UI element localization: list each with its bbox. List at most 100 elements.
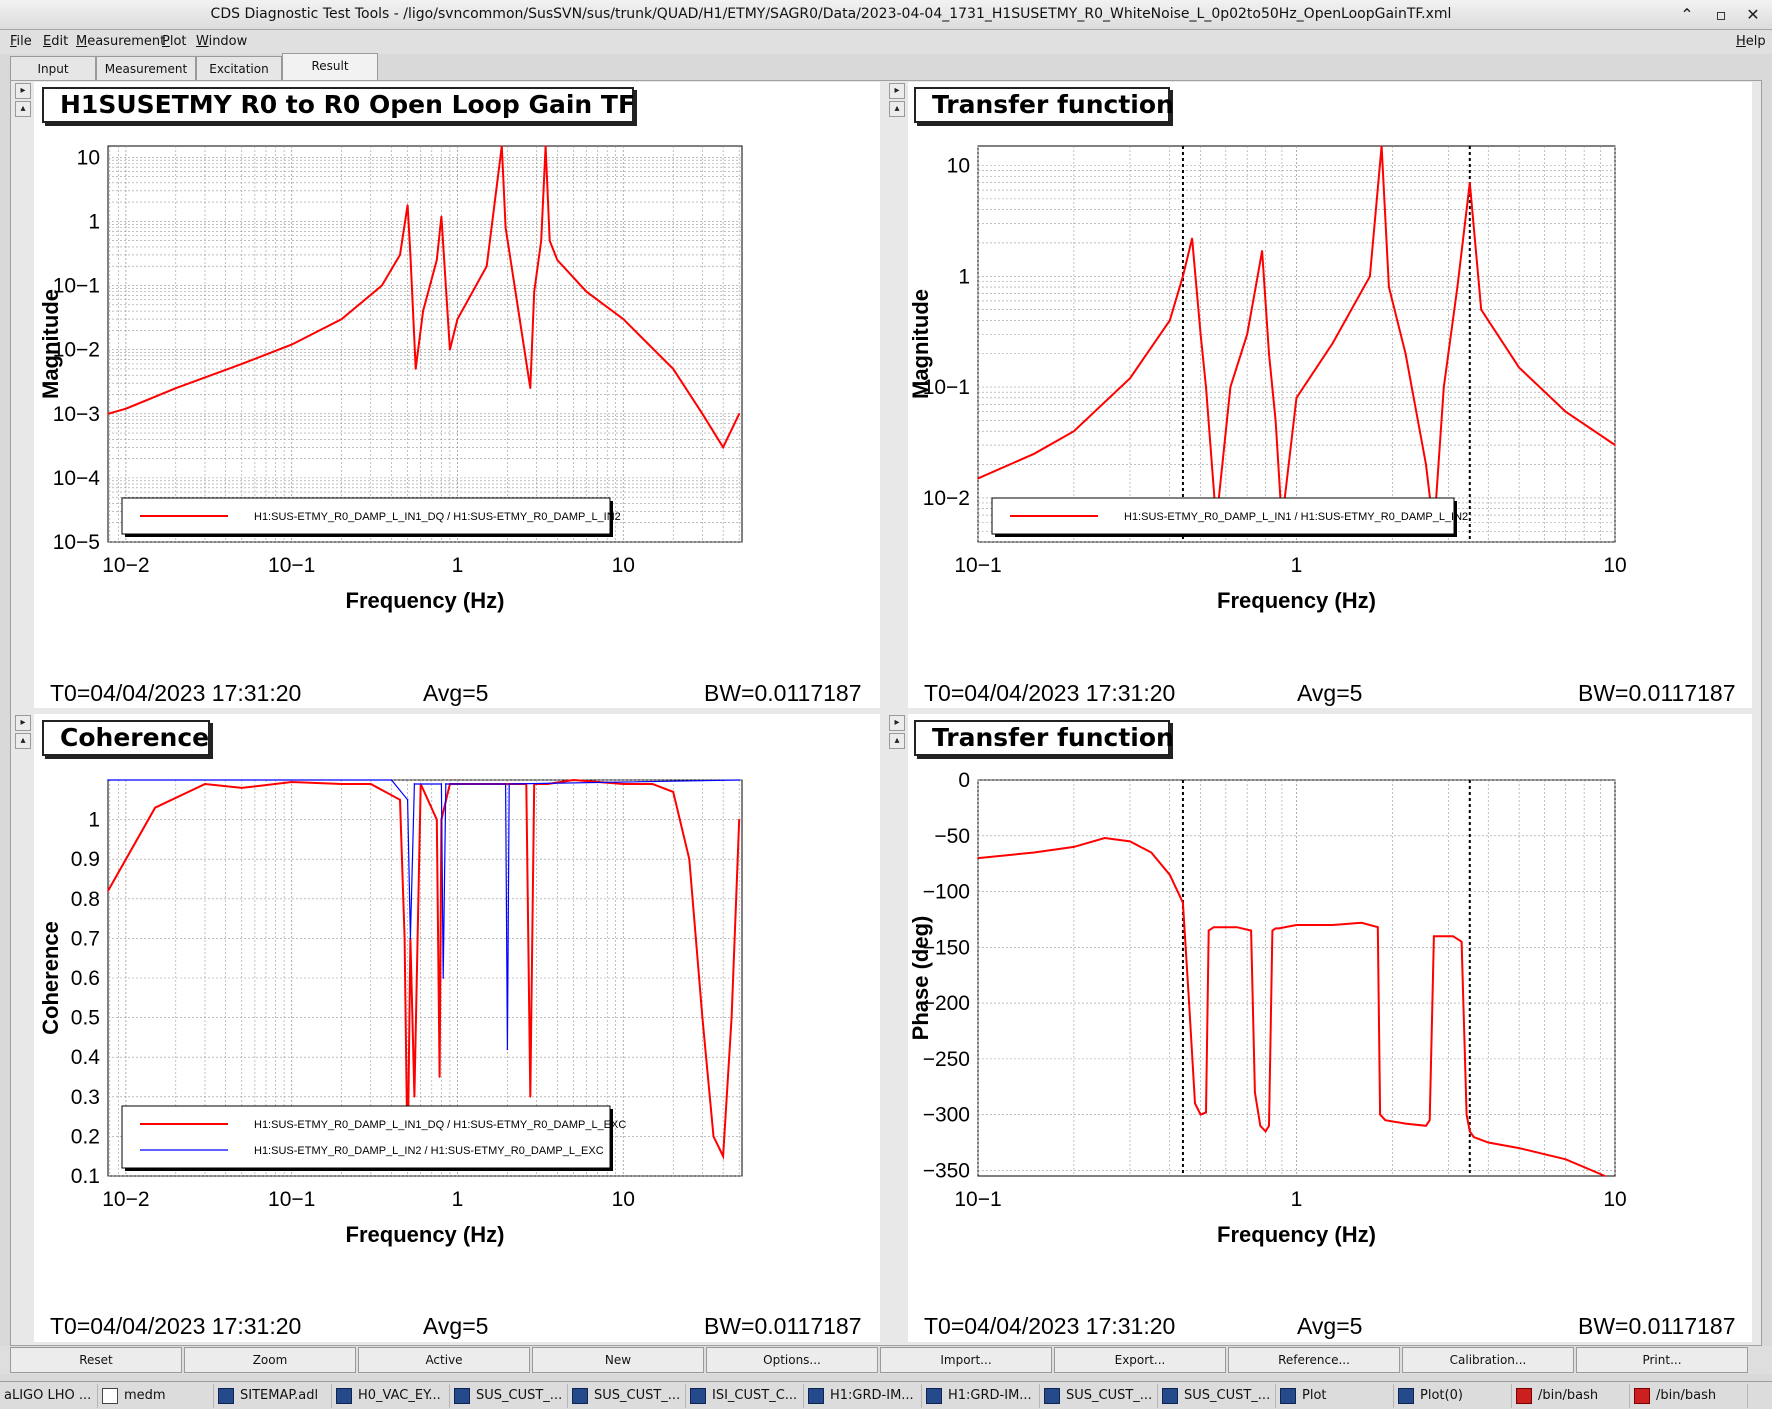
taskbar-start[interactable]: aLIGO LHO ...: [0, 1384, 98, 1408]
data-point: [1460, 940, 1463, 943]
taskbar-item[interactable]: /bin/bash: [1630, 1384, 1748, 1408]
x-axis-label: Frequency (Hz): [1217, 1222, 1376, 1247]
window-icon: [572, 1388, 588, 1404]
close-icon[interactable]: ✕: [1746, 5, 1760, 24]
calibration-button[interactable]: Calibration...: [1402, 1347, 1574, 1373]
data-point: [738, 412, 740, 415]
legend-box: [121, 1105, 611, 1169]
terminal-icon: [1634, 1388, 1650, 1404]
window-icon: [808, 1388, 824, 1404]
data-point: [435, 259, 438, 261]
taskbar-item-label: medm: [124, 1388, 166, 1403]
pad-expand-icon[interactable]: ▸: [15, 83, 31, 99]
data-point: [1182, 275, 1184, 278]
x-tick-label: 10: [612, 554, 635, 577]
pad-expand-icon[interactable]: ▸: [889, 83, 905, 99]
data-point: [1604, 1175, 1606, 1177]
taskbar-item[interactable]: medm: [98, 1384, 214, 1408]
data-point: [1274, 419, 1277, 422]
taskbar-item[interactable]: SUS_CUST_...: [568, 1384, 686, 1408]
data-point: [977, 477, 979, 480]
reset-button[interactable]: Reset: [10, 1347, 182, 1373]
data-point: [738, 818, 740, 821]
y-tick-label: −200: [923, 992, 970, 1015]
data-point: [1468, 1130, 1471, 1133]
taskbar-item[interactable]: /bin/bash: [1512, 1384, 1630, 1408]
pad-expand-icon[interactable]: ▸: [15, 715, 31, 731]
import-button[interactable]: Import...: [880, 1347, 1052, 1373]
export-button[interactable]: Export...: [1054, 1347, 1226, 1373]
taskbar-item[interactable]: Plot(0): [1394, 1384, 1512, 1408]
legend-label: H1:SUS-ETMY_R0_DAMP_L_IN1 / H1:SUS-ETMY_…: [1124, 511, 1468, 523]
tab-result[interactable]: Result: [282, 53, 378, 80]
taskbar-item[interactable]: Plot: [1276, 1384, 1394, 1408]
menu-window[interactable]: Window: [196, 34, 248, 49]
data-point: [722, 1155, 724, 1157]
x-tick-label: 1: [452, 1188, 464, 1211]
data-point: [533, 290, 535, 293]
data-point: [1384, 1119, 1387, 1122]
tab-excitation[interactable]: Excitation: [196, 56, 282, 80]
y-tick-label: 10−1: [53, 275, 100, 298]
new-button[interactable]: New: [532, 1347, 704, 1373]
taskbar-item[interactable]: H1:GRD-IM...: [922, 1384, 1040, 1408]
taskbar-item[interactable]: SUS_CUST_...: [450, 1384, 568, 1408]
taskbar-item[interactable]: H0_VAC_EY...: [332, 1384, 450, 1408]
tab-measurement[interactable]: Measurement: [96, 56, 196, 80]
taskbar-item[interactable]: SUS_CUST_...: [1158, 1384, 1276, 1408]
data-point: [500, 145, 503, 147]
pad-collapse-icon[interactable]: ▴: [15, 101, 31, 117]
menu-measurement[interactable]: Measurement: [76, 34, 166, 49]
window-title: CDS Diagnostic Test Tools - /ligo/svncom…: [210, 6, 1452, 22]
data-point: [442, 977, 444, 979]
y-tick-label: 0.9: [71, 848, 100, 871]
plot-title: Transfer function: [914, 87, 1174, 123]
data-point: [1518, 366, 1520, 369]
tab-input[interactable]: Input: [10, 56, 96, 80]
y-tick-label: 0.6: [71, 967, 100, 990]
taskbar-item[interactable]: SITEMAP.adl: [214, 1384, 332, 1408]
window-icon: [1044, 1388, 1060, 1404]
menu-edit[interactable]: Edit: [43, 34, 69, 49]
zoom-button[interactable]: Zoom: [184, 1347, 356, 1373]
print-button[interactable]: Print...: [1576, 1347, 1748, 1373]
data-point: [701, 412, 704, 415]
taskbar-item-label: SUS_CUST_...: [1066, 1388, 1153, 1403]
data-point: [1129, 840, 1131, 843]
pad-expand-icon[interactable]: ▸: [889, 715, 905, 731]
data-point: [540, 239, 543, 242]
data-point: [544, 145, 547, 147]
pad-collapse-icon[interactable]: ▴: [15, 733, 31, 749]
taskbar-item[interactable]: H1:GRD-IM...: [804, 1384, 922, 1408]
taskbar-item-label: H1:GRD-IM...: [830, 1388, 914, 1403]
window-icon: [1162, 1388, 1178, 1404]
chart-coherence[interactable]: 10−2 10−1 1 10 1 0.9 0.8 0.7 0.6 0.5 0.4 0.3 0.2 0.1 F…: [34, 714, 880, 1294]
data-point: [1465, 1113, 1468, 1116]
pad-collapse-icon[interactable]: ▴: [889, 101, 905, 117]
data-point: [290, 343, 293, 346]
active-button[interactable]: Active: [358, 1347, 530, 1373]
minimize-icon[interactable]: ⌃: [1680, 5, 1694, 24]
menu-help[interactable]: Help: [1736, 34, 1766, 49]
x-axis-label: Frequency (Hz): [1217, 588, 1376, 613]
options-button[interactable]: Options...: [706, 1347, 878, 1373]
menu-file[interactable]: File: [10, 34, 32, 49]
data-point: [1518, 1147, 1520, 1149]
reference-button[interactable]: Reference...: [1228, 1347, 1400, 1373]
data-point: [1425, 1125, 1427, 1127]
taskbar-item[interactable]: SUS_CUST_...: [1040, 1384, 1158, 1408]
chart-magnitude-olg[interactable]: 10−2 10−1 1 10 10 1 10−1 10−2 10−3 10−4 10−5 Freque…: [34, 82, 880, 662]
data-point: [406, 204, 409, 206]
taskbar-item[interactable]: ISI_CUST_C...: [686, 1384, 804, 1408]
restore-icon[interactable]: ▫: [1715, 5, 1727, 24]
chart-phase[interactable]: 10−1 1 10 0 −50 −100 −150 −200 −250 −300 −350 Frequ…: [908, 714, 1752, 1294]
taskbar-item-label: Plot: [1302, 1388, 1327, 1403]
taskbar-item-label: SUS_CUST_...: [476, 1388, 563, 1403]
chart-magnitude-tf[interactable]: 10−1 1 10 10 1 10−1 10−2 Frequency (Hz) Magnitud…: [908, 82, 1752, 662]
data-point: [1472, 1136, 1475, 1138]
pad-collapse-icon[interactable]: ▴: [889, 733, 905, 749]
data-point: [1442, 386, 1445, 388]
menu-plot[interactable]: Plot: [162, 34, 187, 49]
x-tick-label: 10: [1603, 554, 1626, 577]
y-tick-label: 10: [77, 146, 100, 169]
